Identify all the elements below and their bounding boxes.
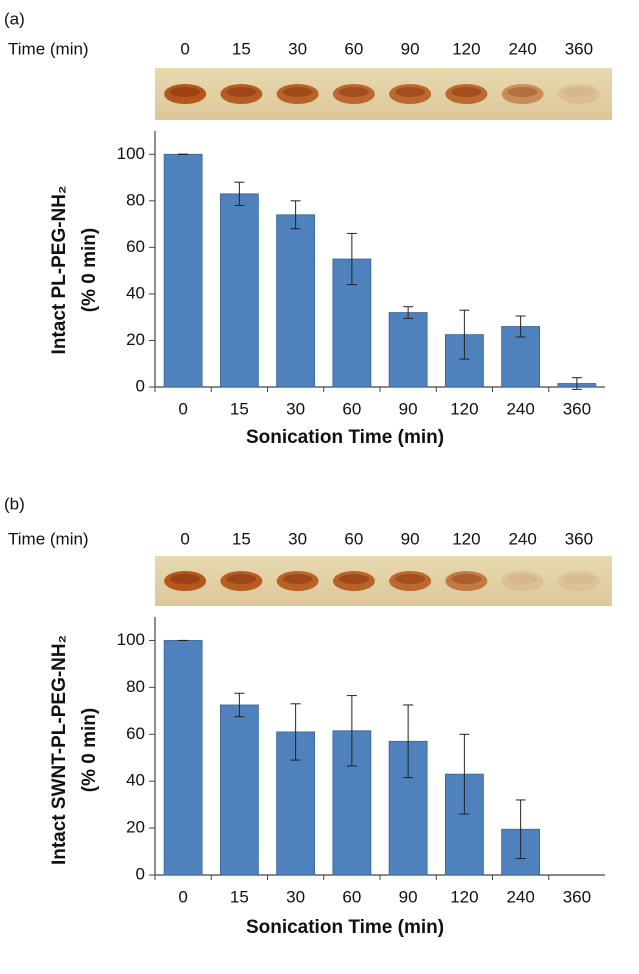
gel-band: [501, 84, 544, 104]
x-tick-label: 15: [230, 887, 249, 906]
gel-band-core: [338, 87, 369, 97]
x-tick-label: 90: [399, 887, 418, 906]
gel-lane-label: 30: [288, 529, 307, 548]
gel-lane-label: 0: [180, 529, 189, 548]
gel-lane-label: 240: [508, 39, 536, 58]
gel-lane-label: 240: [508, 529, 536, 548]
gel-lane-label: 60: [344, 529, 363, 548]
x-tick-label: 30: [286, 887, 305, 906]
error-bar: [290, 703, 301, 761]
x-tick-label: 120: [450, 399, 478, 418]
gel-band-core: [451, 87, 482, 97]
y-tick-label: 100: [117, 630, 145, 649]
bar: [163, 640, 203, 876]
x-axis-title: Sonication Time (min): [246, 427, 444, 448]
y-tick-label: 0: [136, 376, 145, 395]
y-axis-label: Intact PL-PEG-NH₂ (% 0 min): [49, 186, 100, 355]
y-tick-label: 80: [126, 677, 145, 696]
panel-label: (a): [4, 9, 25, 28]
gel-band-core: [170, 87, 201, 97]
gel-band: [445, 571, 488, 591]
error-bar: [290, 200, 301, 230]
gel-band-core: [451, 574, 482, 584]
y-tick-label: 80: [126, 190, 145, 209]
error-bar: [346, 695, 357, 767]
x-tick-label: 240: [506, 887, 534, 906]
gel-band-core: [395, 574, 426, 584]
y-axis-label: Intact SWNT-PL-PEG-NH₂ (% 0 min): [49, 635, 100, 865]
x-tick-label: 360: [563, 399, 591, 418]
error-bar: [346, 232, 357, 286]
gel-band-core: [563, 87, 594, 97]
y-tick-label: 20: [126, 330, 145, 349]
gel-band: [557, 84, 600, 104]
error-bar: [403, 306, 414, 319]
bar: [219, 193, 259, 388]
y-axis-label-line: Intact SWNT-PL-PEG-NH₂: [49, 635, 70, 865]
x-tick-label: 15: [230, 399, 249, 418]
gel-band: [557, 571, 600, 591]
gel-band-core: [395, 87, 426, 97]
gel-band-core: [563, 574, 594, 584]
error-bar: [459, 733, 470, 815]
error-bar: [234, 692, 245, 718]
error-bar: [403, 704, 414, 779]
y-tick-label: 60: [126, 237, 145, 256]
gel-band-core: [282, 87, 313, 97]
error-bar: [515, 799, 526, 860]
gel-header: Time (min): [8, 39, 89, 58]
gel-header: Time (min): [8, 529, 89, 548]
y-tick-label: 40: [126, 283, 145, 302]
y-tick-label: 100: [117, 144, 145, 163]
gel-lane-label: 15: [232, 529, 251, 548]
gel-band-core: [226, 87, 257, 97]
x-tick-label: 0: [178, 399, 187, 418]
y-axis-label-line: (% 0 min): [79, 708, 100, 792]
gel-band-core: [170, 574, 201, 584]
error-bar: [234, 181, 245, 206]
y-tick-label: 40: [126, 771, 145, 790]
gel-band-core: [507, 574, 538, 584]
gel-band-core: [226, 574, 257, 584]
gel-lane-label: 90: [401, 39, 420, 58]
error-bar: [571, 377, 582, 390]
y-tick-label: 0: [136, 864, 145, 883]
x-axis-title: Sonication Time (min): [246, 917, 444, 938]
gel-lane-label: 0: [180, 39, 189, 58]
gel-band-core: [282, 574, 313, 584]
error-bar: [515, 315, 526, 338]
gel-lane-label: 15: [232, 39, 251, 58]
gel-band-core: [507, 87, 538, 97]
x-tick-label: 240: [506, 399, 534, 418]
y-axis-label-line: Intact PL-PEG-NH₂: [49, 186, 70, 355]
panel-label: (b): [4, 494, 25, 513]
y-tick-label: 20: [126, 818, 145, 837]
gel-band: [501, 571, 544, 591]
gel-lane-label: 60: [344, 39, 363, 58]
bar: [163, 153, 203, 388]
gel-lane-label: 120: [452, 529, 480, 548]
y-axis-label-line: (% 0 min): [79, 228, 100, 312]
x-tick-label: 120: [450, 887, 478, 906]
x-tick-label: 360: [563, 887, 591, 906]
x-tick-label: 0: [178, 887, 187, 906]
y-tick-label: 60: [126, 724, 145, 743]
gel-band-core: [338, 574, 369, 584]
gel-lane-label: 30: [288, 39, 307, 58]
error-bar: [459, 309, 470, 360]
x-tick-label: 60: [342, 399, 361, 418]
gel-lane-label: 360: [565, 39, 593, 58]
x-tick-label: 30: [286, 399, 305, 418]
bar: [388, 312, 428, 388]
x-tick-label: 90: [399, 399, 418, 418]
gel-lane-label: 90: [401, 529, 420, 548]
bar: [219, 704, 259, 876]
bar: [276, 214, 316, 388]
gel-lane-label: 360: [565, 529, 593, 548]
x-tick-label: 60: [342, 887, 361, 906]
gel-lane-label: 120: [452, 39, 480, 58]
